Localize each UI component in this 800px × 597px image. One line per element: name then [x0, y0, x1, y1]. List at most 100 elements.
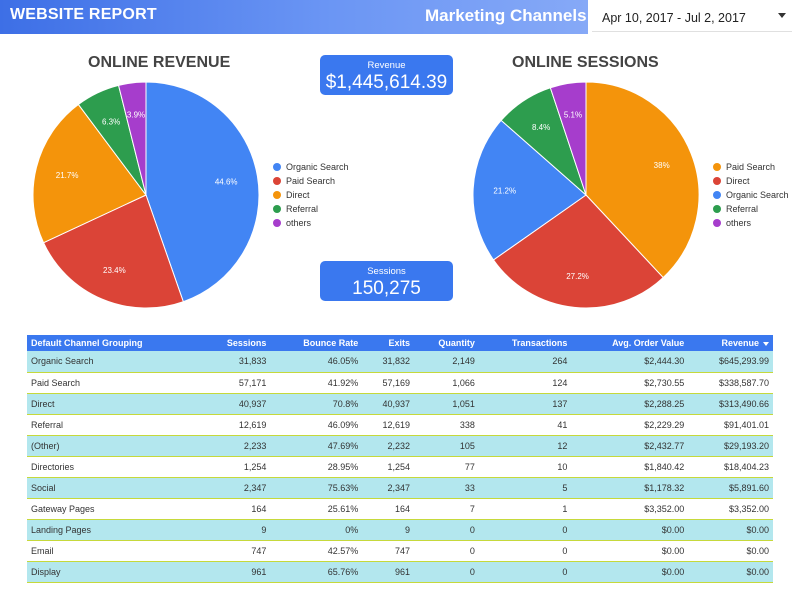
- revenue-legend-item[interactable]: Referral: [273, 202, 349, 216]
- table-cell: Landing Pages: [27, 519, 202, 541]
- table-cell: Directories: [27, 456, 202, 478]
- table-cell: $0.00: [688, 519, 773, 541]
- revenue-slice-0[interactable]: [145, 81, 260, 303]
- sessions-legend-item[interactable]: Direct: [713, 174, 789, 188]
- channel-table: Default Channel Grouping Sessions Bounce R…: [27, 335, 773, 583]
- revenue-legend-swatch: [273, 205, 281, 213]
- revenue-slice-2[interactable]: [32, 103, 147, 244]
- table-cell: $2,432.77: [571, 435, 689, 457]
- column-header-label: Exits: [388, 338, 410, 348]
- chevron-down-icon[interactable]: [778, 13, 786, 18]
- table-row[interactable]: Organic Search 31,833 46.05% 31,832 2,149 264…: [27, 351, 773, 373]
- table-cell: 0: [414, 561, 479, 583]
- table-row[interactable]: Landing Pages 9 0% 9 0 0 $0.00 $0.00: [27, 519, 773, 541]
- table-cell: $313,490.66: [688, 393, 773, 415]
- revenue-slice-label-0: 44.6%: [215, 177, 238, 186]
- sessions-slice-2[interactable]: [472, 119, 587, 261]
- table-column-header[interactable]: Quantity: [414, 335, 479, 351]
- table-cell: $2,288.25: [571, 393, 689, 415]
- table-cell: 0: [478, 540, 572, 562]
- column-header-label: Revenue: [721, 338, 759, 348]
- table-row[interactable]: Directories 1,254 28.95% 1,254 77 10 $1,840.42…: [27, 456, 773, 478]
- table-cell: 57,169: [362, 372, 414, 394]
- sessions-slice-0[interactable]: [585, 81, 700, 279]
- revenue-legend-item[interactable]: Direct: [273, 188, 349, 202]
- revenue-scorecard-label: Revenue: [367, 60, 406, 71]
- revenue-legend-item[interactable]: others: [273, 216, 349, 230]
- table-column-header[interactable]: Revenue: [688, 335, 773, 351]
- column-header-label: Quantity: [438, 338, 475, 348]
- revenue-slice-label-1: 23.4%: [103, 266, 126, 275]
- table-cell: 0: [414, 540, 479, 562]
- revenue-legend-label: Paid Search: [286, 176, 336, 186]
- sessions-slice-label-0: 38%: [654, 161, 670, 170]
- table-cell: 10: [478, 456, 572, 478]
- sessions-slice-1[interactable]: [492, 194, 664, 309]
- sessions-legend-swatch: [713, 191, 721, 199]
- table-cell: 2,347: [201, 477, 271, 499]
- sessions-legend-item[interactable]: Organic Search: [713, 188, 789, 202]
- table-row[interactable]: Email 747 42.57% 747 0 0 $0.00 $0.00: [27, 540, 773, 562]
- revenue-slice-4[interactable]: [117, 81, 147, 196]
- table-cell: Gateway Pages: [27, 498, 202, 520]
- date-range-value: Apr 10, 2017 - Jul 2, 2017: [602, 11, 746, 25]
- revenue-legend-item[interactable]: Paid Search: [273, 174, 349, 188]
- column-header-label: Bounce Rate: [303, 338, 359, 348]
- sessions-scorecard-label: Sessions: [367, 266, 406, 277]
- table-row[interactable]: Social 2,347 75.63% 2,347 33 5 $1,178.32 $5,891…: [27, 477, 773, 499]
- date-range-selector[interactable]: Apr 10, 2017 - Jul 2, 2017: [592, 4, 792, 32]
- table-cell: 105: [414, 435, 479, 457]
- table-cell: 1,254: [362, 456, 414, 478]
- sessions-slice-label-1: 27.2%: [566, 272, 589, 281]
- sort-desc-icon[interactable]: [763, 341, 769, 346]
- sessions-legend-item[interactable]: Referral: [713, 202, 789, 216]
- table-cell: 1: [478, 498, 572, 520]
- table-row[interactable]: Referral 12,619 46.09% 12,619 338 41 $2,229.29…: [27, 414, 773, 436]
- table-cell: $645,293.99: [688, 351, 773, 373]
- table-cell: Organic Search: [27, 351, 202, 373]
- sessions-legend: Paid Search Direct Organic Search Referral o…: [713, 160, 789, 230]
- revenue-slice-1[interactable]: [42, 194, 184, 309]
- table-column-header[interactable]: Transactions: [478, 335, 572, 351]
- table-cell: $2,730.55: [571, 372, 689, 394]
- table-row[interactable]: (Other) 2,233 47.69% 2,232 105 12 $2,432.77 $29…: [27, 435, 773, 457]
- table-cell: Social: [27, 477, 202, 499]
- table-cell: 77: [414, 456, 479, 478]
- table-cell: 7: [414, 498, 479, 520]
- sessions-slice-4[interactable]: [549, 81, 587, 196]
- table-cell: 57,171: [201, 372, 271, 394]
- header-gradient: [0, 0, 588, 34]
- table-cell: 41: [478, 414, 572, 436]
- date-range-underline: [592, 31, 792, 32]
- table-cell: Referral: [27, 414, 202, 436]
- table-cell: $2,229.29: [571, 414, 689, 436]
- table-body: Organic Search 31,833 46.05% 31,832 2,149 264…: [27, 351, 773, 583]
- revenue-legend-swatch: [273, 219, 281, 227]
- table-row[interactable]: Display 961 65.76% 961 0 0 $0.00 $0.00: [27, 561, 773, 583]
- table-row[interactable]: Direct 40,937 70.8% 40,937 1,051 137 $2,288.25…: [27, 393, 773, 415]
- table-row[interactable]: Gateway Pages 164 25.61% 164 7 1 $3,352.00 $3,3…: [27, 498, 773, 520]
- table-column-header[interactable]: Sessions: [201, 335, 271, 351]
- sessions-legend-item[interactable]: others: [713, 216, 789, 230]
- table-header-row: Default Channel Grouping Sessions Bounce R…: [27, 335, 773, 351]
- sessions-legend-swatch: [713, 163, 721, 171]
- table-column-header[interactable]: Exits: [362, 335, 414, 351]
- table-cell: 164: [362, 498, 414, 520]
- table-cell: 264: [478, 351, 572, 373]
- table-column-header[interactable]: Bounce Rate: [270, 335, 363, 351]
- table-column-header[interactable]: Default Channel Grouping: [27, 335, 202, 351]
- table-cell: 961: [362, 561, 414, 583]
- table-cell: 40,937: [201, 393, 271, 415]
- table-cell: 31,833: [201, 351, 271, 373]
- table-cell: $0.00: [688, 540, 773, 562]
- table-column-header[interactable]: Avg. Order Value: [571, 335, 689, 351]
- sessions-legend-swatch: [713, 219, 721, 227]
- sessions-legend-item[interactable]: Paid Search: [713, 160, 789, 174]
- report-title: WEBSITE REPORT: [10, 6, 157, 23]
- table-row[interactable]: Paid Search 57,171 41.92% 57,169 1,066 124 $2,…: [27, 372, 773, 394]
- table-cell: $1,840.42: [571, 456, 689, 478]
- revenue-legend-item[interactable]: Organic Search: [273, 160, 349, 174]
- revenue-scorecard: Revenue $1,445,614.39: [320, 55, 453, 95]
- table-cell: 5: [478, 477, 572, 499]
